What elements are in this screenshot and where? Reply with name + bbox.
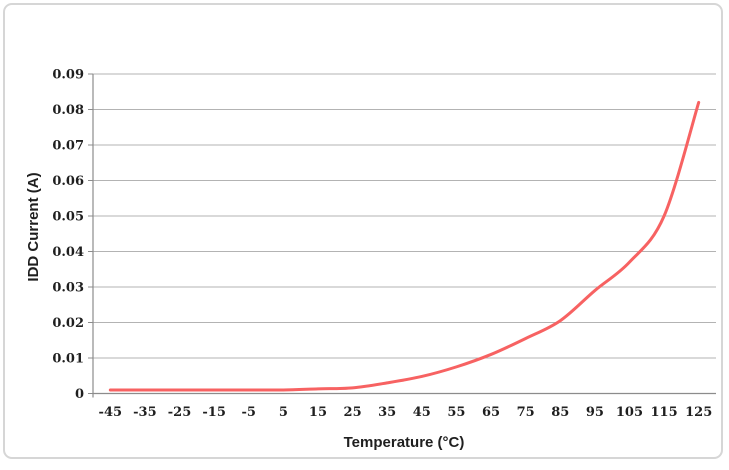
x-tick-label: 45 xyxy=(413,405,431,420)
chart-frame: 0 0.01 0.02 0.03 0.04 0.05 0.06 0.07 0.08 0.09 -4… xyxy=(3,3,723,459)
x-tick-label: -35 xyxy=(133,405,157,420)
y-tick-label: 0.04 xyxy=(52,245,84,260)
x-tick-label: 105 xyxy=(616,405,643,420)
y-axis-tick-labels: 0 0.01 0.02 0.03 0.04 0.05 0.06 0.07 0.08 0.09 xyxy=(52,68,84,403)
x-tick-label: -45 xyxy=(99,405,123,420)
x-tick-label: 65 xyxy=(482,405,500,420)
y-tick-label: 0.07 xyxy=(52,139,84,154)
y-tick-label: 0.09 xyxy=(52,68,84,83)
idd-vs-temperature-line-chart: 0 0.01 0.02 0.03 0.04 0.05 0.06 0.07 0.08 0.09 -4… xyxy=(25,68,716,451)
x-tick-label: 115 xyxy=(651,405,678,420)
x-tick-label: -15 xyxy=(202,405,226,420)
axes xyxy=(88,73,716,398)
y-axis-title: IDD Current (A) xyxy=(25,172,42,281)
x-tick-label: 75 xyxy=(517,405,535,420)
x-tick-label: 85 xyxy=(551,405,569,420)
x-tick-label: 35 xyxy=(378,405,396,420)
x-tick-label: 95 xyxy=(586,405,604,420)
y-tick-label: 0.05 xyxy=(52,210,84,225)
x-tick-label: 25 xyxy=(344,405,362,420)
x-tick-label: 125 xyxy=(685,405,712,420)
y-tick-label: 0.03 xyxy=(52,281,84,296)
y-tick-label: 0.01 xyxy=(52,352,84,367)
x-axis-tick-labels: -45 -35 -25 -15 -5 5 15 25 35 45 55 65 75 85 95 105 115 1… xyxy=(99,405,713,420)
x-tick-label: -25 xyxy=(168,405,192,420)
x-tick-label: 5 xyxy=(279,405,288,420)
gridlines xyxy=(93,73,716,359)
x-tick-label: 55 xyxy=(447,405,465,420)
x-tick-label: 15 xyxy=(309,405,327,420)
y-tick-label: 0.02 xyxy=(52,316,84,331)
series-line xyxy=(108,100,701,392)
y-tick-label: 0.08 xyxy=(52,103,84,118)
x-tick-label: -5 xyxy=(242,405,256,420)
y-tick-label: 0 xyxy=(75,387,84,402)
y-tick-label: 0.06 xyxy=(52,174,84,189)
x-axis-title: Temperature (°C) xyxy=(344,434,465,451)
